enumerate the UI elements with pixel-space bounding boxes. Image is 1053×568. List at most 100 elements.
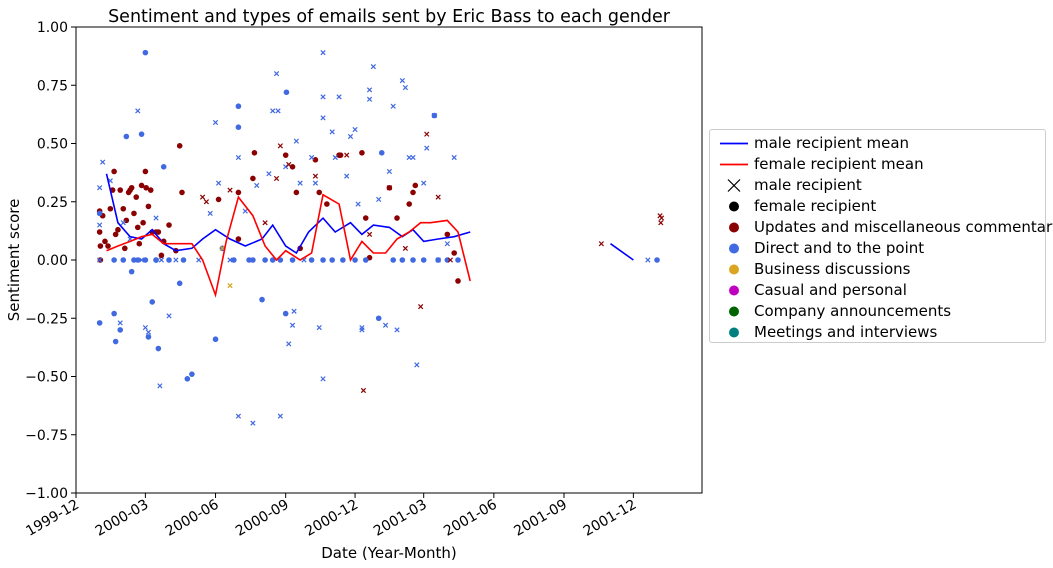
data-point-x	[645, 257, 651, 263]
data-point-x	[120, 220, 126, 226]
y-tick-label: −0.50	[25, 370, 68, 386]
data-point-dot	[143, 184, 149, 191]
data-point-x	[316, 324, 322, 331]
data-point-dot	[120, 257, 127, 263]
data-point-dot	[166, 222, 172, 228]
data-point-x	[273, 175, 280, 182]
data-point-dot	[394, 215, 400, 221]
data-point-x	[227, 283, 233, 289]
data-point-x	[329, 129, 335, 135]
data-point-dot	[117, 327, 124, 333]
data-point-x	[320, 376, 326, 382]
data-point-dot	[352, 257, 358, 263]
data-point-x	[199, 194, 206, 200]
data-point-x	[347, 133, 354, 140]
data-point-x	[447, 257, 454, 263]
data-point-x	[320, 50, 326, 56]
data-point-dot	[123, 133, 130, 140]
data-point-dot	[406, 201, 413, 207]
mean-line-female	[106, 193, 471, 298]
data-point-dot	[121, 245, 128, 252]
data-point-x	[598, 241, 604, 247]
data-point-x	[97, 257, 103, 263]
data-point-dot	[431, 112, 438, 119]
data-point-dot	[142, 168, 149, 175]
data-point-x	[275, 108, 281, 114]
data-point-dot	[111, 310, 117, 317]
data-point-x	[359, 327, 365, 333]
data-point-x	[402, 84, 409, 91]
data-point-dot	[455, 257, 461, 263]
data-point-x	[308, 154, 315, 161]
plot-area	[96, 49, 665, 426]
data-point-dot	[235, 236, 242, 242]
data-point-x	[173, 257, 179, 263]
data-point-dot	[246, 257, 252, 263]
x-tick-label: 2001-03	[371, 497, 430, 540]
data-point-dot	[378, 150, 385, 156]
data-point-x	[352, 126, 358, 133]
data-point-dot	[155, 229, 162, 235]
x-tick-label: 2001-09	[511, 497, 570, 540]
data-point-x	[242, 208, 248, 214]
legend-entry: Business discussions	[710, 259, 1045, 280]
y-tick-label: 0.25	[37, 195, 68, 211]
mean-line-male	[610, 243, 634, 261]
data-point-x	[320, 115, 326, 121]
data-point-dot	[289, 257, 296, 263]
data-point-x	[212, 119, 219, 126]
data-point-dot	[375, 315, 382, 322]
data-point-x	[424, 131, 430, 137]
y-tick-label: −1.00	[25, 486, 68, 502]
data-point-x	[250, 420, 256, 426]
data-point-dot	[166, 257, 172, 263]
legend-marker	[729, 285, 739, 296]
data-point-dot	[115, 226, 121, 233]
legend-marker	[729, 201, 739, 212]
data-point-dot	[149, 299, 156, 305]
legend-label: Meetings and interviews	[754, 323, 938, 341]
data-point-dot	[259, 296, 265, 303]
data-point-dot	[145, 334, 152, 340]
data-point-dot	[362, 215, 369, 221]
data-point-dot	[138, 131, 145, 137]
data-point-dot	[212, 336, 219, 343]
data-point-dot	[316, 189, 323, 196]
data-point-x	[418, 303, 424, 310]
data-point-x	[270, 108, 276, 114]
x-tick-label: 2001-12	[581, 497, 640, 540]
data-point-dot	[282, 152, 289, 158]
legend-marker	[729, 243, 739, 254]
data-point-dot	[145, 203, 152, 210]
data-point-dot	[399, 257, 406, 263]
data-point-x	[444, 241, 450, 247]
data-point-dot	[359, 150, 365, 156]
data-point-dot	[362, 257, 369, 263]
data-point-dot	[235, 103, 242, 110]
legend: male recipient mean female recipient mean…	[709, 129, 1053, 343]
data-point-x	[196, 257, 202, 263]
data-point-dot	[180, 257, 187, 263]
data-point-dot	[131, 210, 137, 217]
chart-title: Sentiment and types of emails sent by Er…	[108, 7, 671, 27]
data-point-dot	[444, 257, 451, 263]
data-point-dot	[111, 168, 117, 175]
data-point-x	[291, 308, 297, 314]
data-point-dot	[410, 189, 416, 196]
data-point-x	[366, 96, 373, 102]
data-point-dot	[312, 157, 319, 163]
legend-entry: Updates and miscellaneous commentary	[710, 217, 1053, 238]
data-point-x	[203, 199, 210, 205]
data-point-dot	[160, 164, 167, 170]
data-point-dot	[329, 257, 335, 263]
data-point-dot	[176, 280, 183, 287]
data-point-x	[277, 143, 283, 149]
data-point-x	[266, 171, 272, 177]
data-point-dot	[451, 250, 457, 256]
data-point-x	[658, 220, 664, 226]
y-tick-label: 0.00	[37, 253, 68, 269]
data-point-x	[254, 182, 260, 189]
data-point-x	[235, 413, 242, 419]
legend-entry: male recipient	[710, 175, 1045, 196]
data-point-x	[320, 94, 326, 100]
